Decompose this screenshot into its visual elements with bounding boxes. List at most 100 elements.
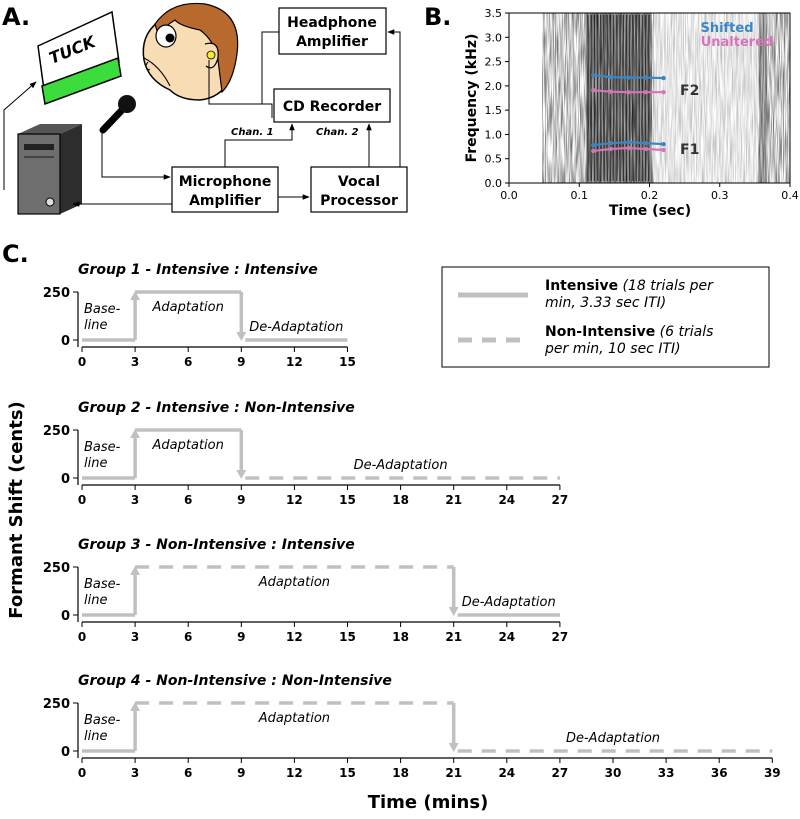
- x-tick-label: 12: [286, 355, 303, 369]
- x-tick-label: 9: [237, 355, 245, 369]
- baseline-label-1: Base-: [84, 440, 121, 455]
- x-tick-label: 12: [286, 766, 303, 780]
- vocal-proc-line2: Processor: [320, 193, 398, 209]
- x-tick-label: 27: [552, 493, 569, 507]
- group-4-plot: Group 4 - Non-Intensive : Non-Intensive 0…: [43, 673, 781, 780]
- x-tick-label: 18: [392, 766, 409, 780]
- adaptation-label: Adaptation: [152, 438, 224, 453]
- x-tick-label: 24: [498, 630, 515, 644]
- x-tick-label: 21: [445, 493, 462, 507]
- baseline-label-1: Base-: [84, 713, 121, 728]
- x-tick-label: 27: [552, 630, 569, 644]
- formant-point: [591, 72, 596, 78]
- x-tick-label: 0.2: [641, 189, 659, 202]
- formant-point: [626, 145, 631, 151]
- y-tick-label: 3.0: [485, 31, 503, 44]
- signal-connectors: [3, 29, 401, 207]
- x-tick-label: 0: [78, 355, 86, 369]
- x-tick-label: 0.0: [500, 189, 518, 202]
- onset-arrowhead: [130, 291, 141, 300]
- formant-point: [591, 88, 596, 93]
- x-tick-label: 27: [552, 766, 569, 780]
- mic-amp-line2: Amplifier: [189, 193, 261, 209]
- deadaptation-label: De-Adaptation: [566, 731, 660, 746]
- x-tick-label: 3: [131, 355, 139, 369]
- adaptation-label: Adaptation: [258, 711, 330, 726]
- legend-intensive-2: min, 3.33 sec ITI): [545, 295, 666, 311]
- spectrogram-quiet-region: [654, 13, 758, 183]
- headphone-amplifier-box: Headphone Amplifier: [278, 7, 387, 55]
- formant-point: [643, 89, 649, 95]
- legend-nonintensive: Non-Intensive (6 trials: [545, 324, 713, 340]
- panel-c-xlabel: Time (mins): [368, 792, 489, 813]
- formant-point: [608, 140, 614, 146]
- deadaptation-label: De-Adaptation: [354, 458, 448, 473]
- y-tick-label: 0: [61, 472, 70, 487]
- y-tick-label: 1.5: [485, 104, 503, 117]
- panel-label-c: C.: [2, 240, 29, 268]
- microphone-icon: [99, 95, 136, 134]
- baseline-label-2: line: [84, 318, 107, 333]
- x-tick-label: 6: [184, 493, 192, 507]
- x-tick-label: 21: [445, 630, 462, 644]
- formant-point: [626, 140, 631, 145]
- headphone-amp-line2: Amplifier: [296, 34, 368, 50]
- formant-point: [643, 146, 649, 152]
- onset-arrowhead: [130, 429, 141, 438]
- x-tick-label: 21: [445, 766, 462, 780]
- panel-label-a: A.: [2, 3, 30, 31]
- x-tick-label: 3: [131, 766, 139, 780]
- x-tick-label: 15: [339, 630, 356, 644]
- deadaptation-label: De-Adaptation: [462, 595, 556, 610]
- formant-point: [608, 146, 614, 152]
- formant-point: [643, 140, 649, 146]
- onset-arrowhead: [130, 702, 141, 711]
- baseline-label-2: line: [84, 729, 107, 744]
- legend-intensive: Intensive (18 trials per: [545, 278, 714, 294]
- offset-arrowhead: [448, 743, 459, 752]
- adaptation-label: Adaptation: [258, 575, 330, 590]
- x-tick-label: 18: [392, 493, 409, 507]
- formant-point: [626, 89, 631, 95]
- annotation-f2: F2: [680, 83, 699, 99]
- vocal-processor-box: Vocal Processor: [310, 166, 408, 213]
- x-tick-label: 12: [286, 493, 303, 507]
- formant-point: [661, 89, 666, 95]
- trailing-energy: [759, 13, 767, 183]
- x-tick-label: 12: [286, 630, 303, 644]
- deadaptation-label: De-Adaptation: [249, 320, 343, 335]
- x-tick-label: 0.4: [781, 189, 799, 202]
- x-tick-label: 3: [131, 493, 139, 507]
- x-tick-label: 6: [184, 630, 192, 644]
- group-title: Group 1 - Intensive : Intensive: [78, 262, 318, 278]
- x-tick-label: 0.1: [571, 189, 589, 202]
- spectrogram-xlabel: Time (sec): [609, 203, 691, 219]
- group-title: Group 3 - Non-Intensive : Intensive: [78, 537, 355, 553]
- offset-arrowhead: [236, 332, 247, 341]
- group-title: Group 2 - Intensive : Non-Intensive: [78, 400, 355, 416]
- x-tick-label: 0: [78, 766, 86, 780]
- x-tick-label: 3: [131, 630, 139, 644]
- x-tick-label: 36: [711, 766, 728, 780]
- group-2-plot: Group 2 - Intensive : Non-Intensive 0 250 0…: [43, 400, 568, 507]
- y-tick-label: 3.5: [485, 7, 503, 20]
- x-tick-label: 6: [184, 766, 192, 780]
- x-tick-label: 30: [605, 766, 622, 780]
- baseline-label-2: line: [84, 593, 107, 608]
- x-tick-label: 15: [339, 355, 356, 369]
- formant-point: [626, 75, 631, 80]
- x-tick-label: 6: [184, 355, 192, 369]
- headphone-amp-line1: Headphone: [287, 15, 377, 31]
- formant-point: [661, 141, 666, 147]
- y-tick-label: 0: [61, 745, 70, 760]
- group-3-plot: Group 3 - Non-Intensive : Intensive 0 250 0…: [43, 537, 568, 644]
- vocal-proc-line1: Vocal: [338, 174, 380, 190]
- group-title: Group 4 - Non-Intensive : Non-Intensive: [78, 673, 392, 689]
- legend-unaltered: Unaltered: [701, 35, 774, 50]
- microphone-amplifier-box: Microphone Amplifier: [171, 166, 279, 213]
- formant-point: [591, 142, 596, 148]
- formant-point: [661, 75, 666, 81]
- formant-point: [591, 148, 596, 154]
- group-1-plot: Group 1 - Intensive : Intensive 0 250 0 3 6 9 1…: [43, 262, 356, 369]
